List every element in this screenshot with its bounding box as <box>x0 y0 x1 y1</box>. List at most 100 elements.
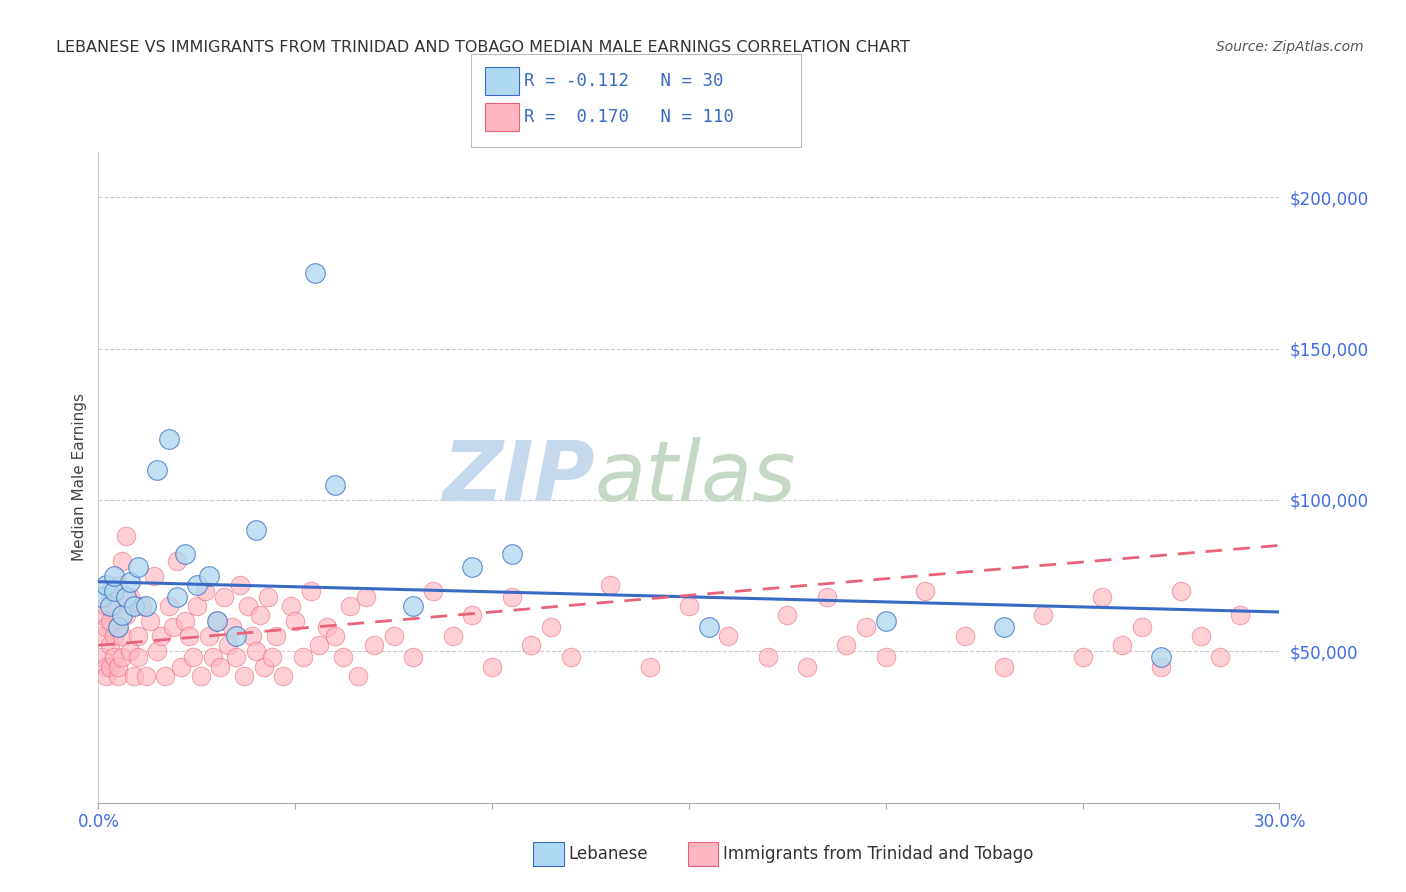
Point <box>1150 650 1173 665</box>
Point <box>284 614 307 628</box>
Point <box>186 599 208 613</box>
Point <box>197 629 219 643</box>
Point <box>299 583 322 598</box>
Point <box>115 590 138 604</box>
Point <box>103 568 125 582</box>
Point <box>292 650 315 665</box>
Point <box>214 590 236 604</box>
Point <box>835 638 858 652</box>
Point <box>638 659 661 673</box>
Point <box>441 629 464 643</box>
Point <box>756 650 779 665</box>
Point <box>501 548 523 562</box>
Point <box>194 583 217 598</box>
Text: ZIP: ZIP <box>441 437 595 517</box>
Point <box>382 629 405 643</box>
Point <box>96 668 118 682</box>
Point <box>875 650 897 665</box>
Point <box>115 529 138 543</box>
Point <box>98 599 121 613</box>
Point <box>96 659 118 673</box>
Point <box>1150 659 1173 673</box>
Text: R =  0.170   N = 110: R = 0.170 N = 110 <box>524 108 734 126</box>
Point <box>264 629 287 643</box>
Point <box>481 659 503 673</box>
Point <box>146 644 169 658</box>
Point <box>540 620 562 634</box>
Point <box>560 650 582 665</box>
Point <box>953 629 976 643</box>
Point <box>162 620 184 634</box>
Point <box>332 650 354 665</box>
Point <box>256 590 278 604</box>
Point <box>142 568 165 582</box>
Point <box>96 620 118 634</box>
Point <box>1130 620 1153 634</box>
Point <box>122 599 145 613</box>
Point <box>107 578 129 592</box>
Point <box>855 620 877 634</box>
Point <box>1032 607 1054 622</box>
Point <box>127 629 149 643</box>
Point <box>273 668 295 682</box>
Point <box>236 599 259 613</box>
Point <box>501 590 523 604</box>
Point <box>174 548 197 562</box>
Point <box>174 614 197 628</box>
Point <box>1170 583 1192 598</box>
Point <box>146 463 169 477</box>
Point <box>249 607 271 622</box>
Point <box>875 614 897 628</box>
Point <box>111 629 134 643</box>
Point <box>323 477 346 491</box>
Text: LEBANESE VS IMMIGRANTS FROM TRINIDAD AND TOBAGO MEDIAN MALE EARNINGS CORRELATION: LEBANESE VS IMMIGRANTS FROM TRINIDAD AND… <box>56 40 910 55</box>
Point <box>181 650 204 665</box>
Point <box>993 620 1015 634</box>
Point <box>1229 607 1251 622</box>
Point <box>205 614 228 628</box>
Y-axis label: Median Male Earnings: Median Male Earnings <box>72 393 87 561</box>
Point <box>520 638 543 652</box>
Point <box>339 599 361 613</box>
Point <box>103 599 125 613</box>
Point <box>402 599 425 613</box>
Point <box>461 559 484 574</box>
Point <box>240 629 263 643</box>
Point <box>205 614 228 628</box>
Point <box>96 578 118 592</box>
Point <box>111 553 134 567</box>
Point <box>402 650 425 665</box>
Point <box>217 638 239 652</box>
Point <box>225 650 247 665</box>
Point <box>1209 650 1232 665</box>
Point <box>304 266 326 280</box>
Point <box>107 668 129 682</box>
Point <box>1091 590 1114 604</box>
Point <box>697 620 720 634</box>
Point <box>150 629 173 643</box>
Point <box>107 659 129 673</box>
Point <box>197 568 219 582</box>
Point <box>155 668 177 682</box>
Text: atlas: atlas <box>595 437 796 517</box>
Point <box>157 599 180 613</box>
Point <box>131 599 153 613</box>
Point <box>315 620 337 634</box>
Point <box>98 614 121 628</box>
Point <box>245 523 267 537</box>
Point <box>103 629 125 643</box>
Point <box>135 599 157 613</box>
Point <box>91 629 114 643</box>
Point <box>776 607 799 622</box>
Point <box>96 599 118 613</box>
Text: Source: ZipAtlas.com: Source: ZipAtlas.com <box>1216 40 1364 54</box>
Point <box>347 668 370 682</box>
Point <box>170 659 193 673</box>
Point <box>157 433 180 447</box>
Point <box>127 559 149 574</box>
Point <box>115 607 138 622</box>
Point <box>993 659 1015 673</box>
Point <box>98 659 121 673</box>
Point <box>796 659 818 673</box>
Point <box>253 659 276 673</box>
